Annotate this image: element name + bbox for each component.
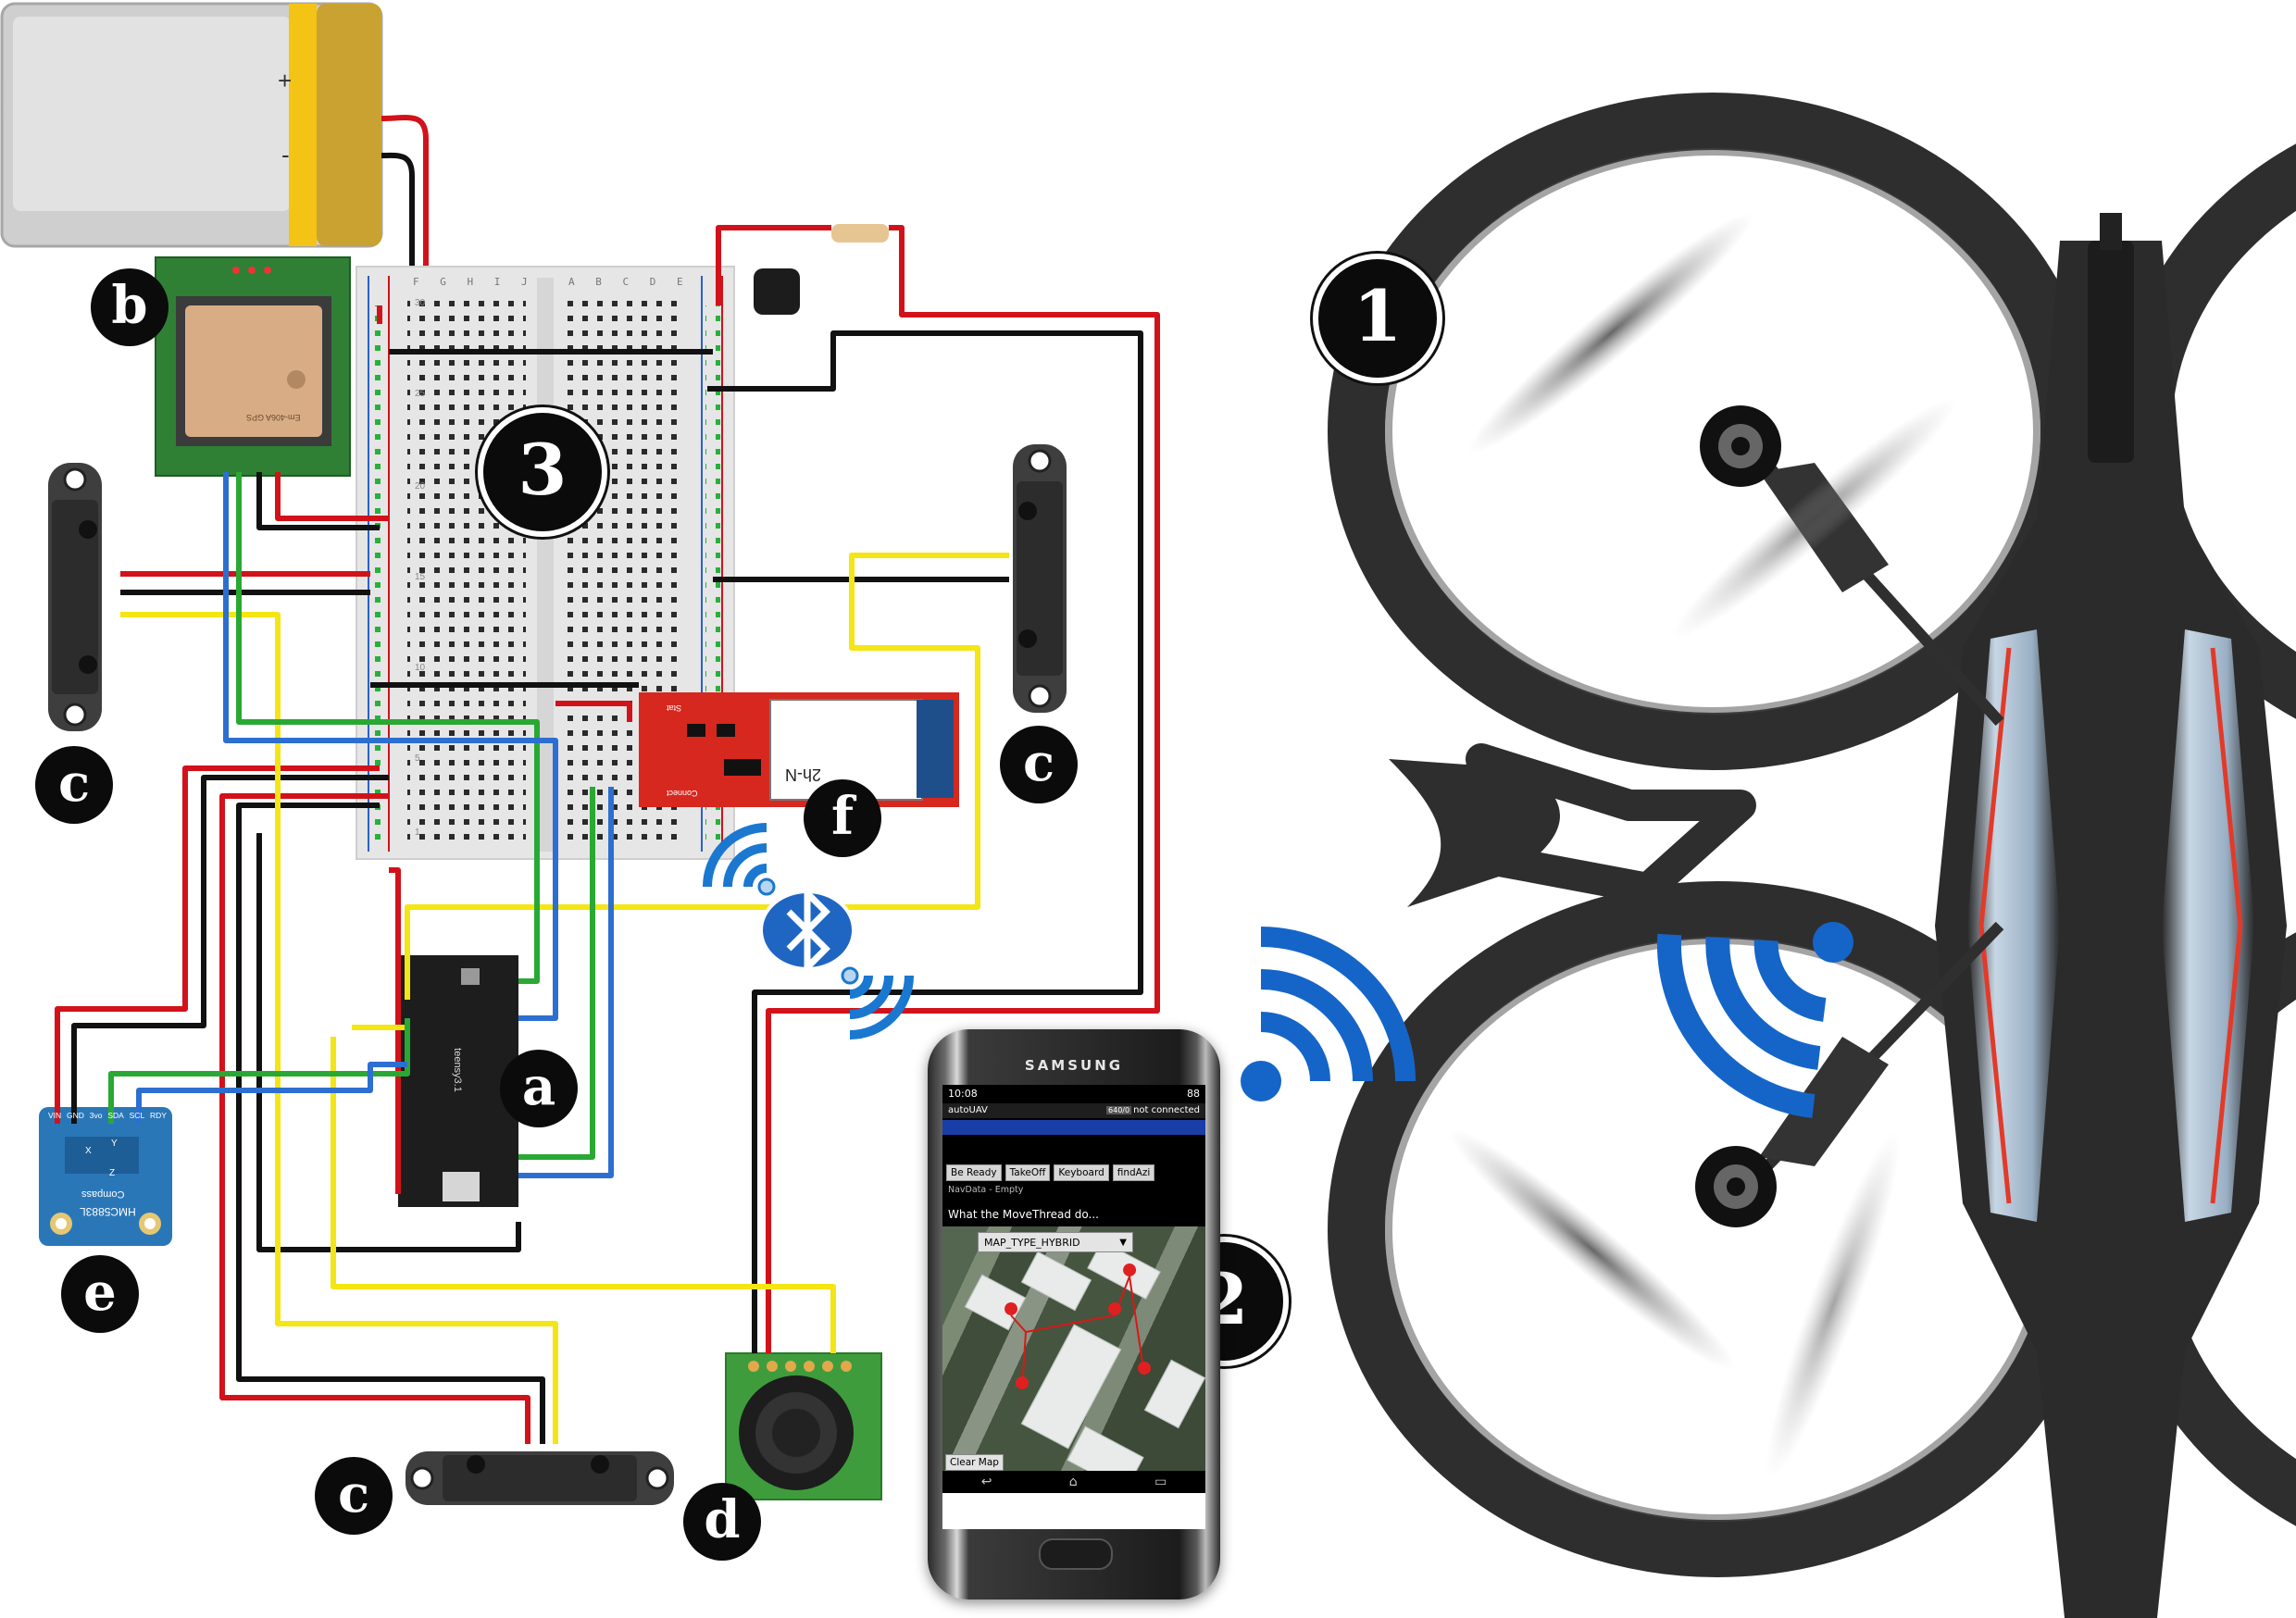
clear-map-button[interactable]: Clear Map bbox=[945, 1454, 1004, 1471]
breadboard-row-20: 20 bbox=[415, 481, 426, 492]
bluetooth-module bbox=[639, 692, 959, 807]
smartphone: SAMSUNG 10:08 88 autoUAV 640/0 not connec… bbox=[928, 1029, 1220, 1599]
badge-sensor-bottom: c bbox=[315, 1457, 393, 1535]
compass-module bbox=[39, 1107, 172, 1246]
teensy-label: teensy3.1 bbox=[451, 1048, 463, 1092]
breadboard-row-30: 30 bbox=[415, 298, 426, 308]
control-button-row: Be Ready TakeOff Keyboard findAzi bbox=[942, 1161, 1205, 1185]
compass-axis-x: X bbox=[85, 1146, 92, 1156]
badge-bluetooth: f bbox=[804, 779, 881, 857]
progress-strip bbox=[942, 1118, 1205, 1137]
chevron-down-icon: ▼ bbox=[1119, 1238, 1127, 1248]
distance-sensor-right bbox=[1013, 444, 1067, 713]
compass-pin-rdy: RDY bbox=[150, 1111, 167, 1120]
breadboard-row-25: 25 bbox=[415, 389, 426, 399]
sonar-sensor bbox=[725, 1352, 882, 1500]
phone-brand: SAMSUNG bbox=[1024, 1057, 1124, 1074]
android-nav-bar: ↩ ⌂ ▭ bbox=[942, 1471, 1205, 1493]
quadcopter-drone bbox=[1328, 93, 2296, 1618]
scale-badge: 640/0 bbox=[1106, 1106, 1132, 1114]
distance-sensor-left bbox=[48, 463, 102, 731]
compass-name: HMC5883L bbox=[80, 1205, 136, 1218]
movethread-text: What the MoveThread do... bbox=[942, 1202, 1205, 1226]
compass-pin-labels: VIN GND 3vo SDA SCL RDY bbox=[48, 1111, 167, 1120]
badge-drone: 1 bbox=[1313, 254, 1442, 383]
recent-apps-icon[interactable]: ▭ bbox=[1154, 1475, 1167, 1489]
gps-module bbox=[155, 256, 351, 477]
status-time: 10:08 bbox=[948, 1088, 978, 1100]
bluetooth-connect-label: Connect bbox=[667, 789, 698, 798]
keyboard-button[interactable]: Keyboard bbox=[1054, 1164, 1109, 1181]
connection-status: 640/0 not connected bbox=[1106, 1103, 1200, 1118]
lower-propeller bbox=[1449, 1128, 1901, 1480]
route-overlay bbox=[1004, 1263, 1152, 1402]
app-title-bar: autoUAV 640/0 not connected bbox=[942, 1103, 1205, 1118]
breadboard-row-10: 10 bbox=[415, 663, 426, 673]
breadboard-columns-left: F G H I J bbox=[413, 276, 535, 288]
back-icon[interactable]: ↩ bbox=[980, 1475, 992, 1489]
badge-gps: b bbox=[91, 268, 168, 346]
connection-status-text: not connected bbox=[1133, 1105, 1200, 1115]
wifi-icon bbox=[703, 823, 914, 1039]
distance-sensor-bottom bbox=[406, 1451, 674, 1505]
gps-label: Em-406A GPS bbox=[246, 413, 301, 422]
wifi-icon bbox=[1656, 922, 1853, 1118]
bluetooth-mate-label: 2h-N bbox=[785, 765, 822, 784]
breadboard-columns-right: A B C D E bbox=[568, 276, 691, 288]
badge-compass: e bbox=[61, 1255, 139, 1333]
resistor bbox=[831, 224, 889, 243]
compass-axis-y: Y bbox=[111, 1139, 118, 1149]
breadboard-row-15: 15 bbox=[415, 572, 426, 582]
be-ready-button[interactable]: Be Ready bbox=[946, 1164, 1002, 1181]
wiring bbox=[55, 225, 1160, 1444]
compass-name-2: Compass bbox=[81, 1189, 125, 1200]
compass-pin-sda: SDA bbox=[107, 1111, 124, 1120]
badge-teensy: a bbox=[500, 1050, 578, 1127]
map-type-select[interactable]: MAP_TYPE_HYBRID ▼ bbox=[978, 1232, 1133, 1252]
home-button[interactable] bbox=[1039, 1538, 1113, 1570]
map-type-value: MAP_TYPE_HYBRID bbox=[984, 1237, 1080, 1249]
breadboard-row-1: 1 bbox=[415, 828, 420, 838]
compass-pin-scl: SCL bbox=[129, 1111, 145, 1120]
home-icon[interactable]: ⌂ bbox=[1068, 1475, 1078, 1489]
app-title: autoUAV bbox=[948, 1105, 988, 1115]
status-bar: 10:08 88 bbox=[942, 1085, 1205, 1103]
badge-sensor-left: c bbox=[35, 746, 113, 824]
bluetooth-icon bbox=[759, 885, 855, 976]
upper-propeller bbox=[1467, 212, 1958, 640]
compass-axis-z: Z bbox=[109, 1168, 116, 1178]
spacer-band bbox=[942, 1137, 1205, 1161]
wifi-icon bbox=[1241, 927, 1416, 1101]
takeoff-button[interactable]: TakeOff bbox=[1004, 1164, 1051, 1181]
capacitor bbox=[754, 268, 800, 315]
compass-pin-3vo: 3vo bbox=[89, 1111, 103, 1120]
waypoint-markers bbox=[1004, 1263, 1152, 1402]
badge-breadboard: 3 bbox=[478, 407, 607, 537]
teensy-board bbox=[398, 955, 518, 1207]
bluetooth-stat-label: Stat bbox=[667, 703, 682, 713]
breadboard-row-5: 5 bbox=[415, 753, 420, 764]
find-azi-button[interactable]: findAzi bbox=[1112, 1164, 1155, 1181]
compass-pin-vin: VIN bbox=[48, 1111, 62, 1120]
satellite-map[interactable]: MAP_TYPE_HYBRID ▼ Clear Map ↩ ⌂ ▭ bbox=[942, 1226, 1205, 1493]
battery-minus-label: - bbox=[281, 141, 290, 168]
drone-body bbox=[1935, 241, 2287, 1618]
phone-screen: 10:08 88 autoUAV 640/0 not connected Be R… bbox=[942, 1085, 1205, 1529]
badge-sonar: d bbox=[683, 1483, 761, 1561]
badge-sensor-right: c bbox=[1000, 726, 1078, 803]
status-battery: 88 bbox=[1187, 1088, 1200, 1100]
lipo-battery bbox=[0, 2, 429, 305]
navdata-text: NavData - Empty bbox=[942, 1185, 1205, 1202]
compass-pin-gnd: GND bbox=[67, 1111, 84, 1120]
battery-plus-label: + bbox=[278, 67, 293, 94]
